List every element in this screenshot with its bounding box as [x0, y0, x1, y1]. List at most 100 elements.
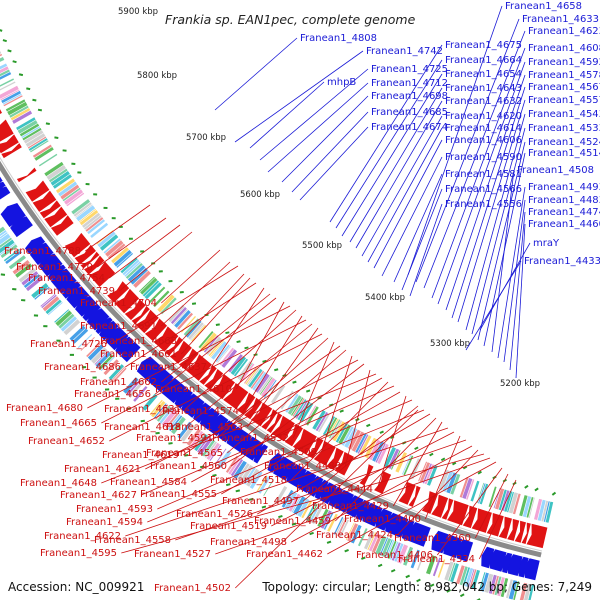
- feature-stripe: [259, 377, 273, 395]
- reverse-gene-label: Franean1_4686: [44, 362, 121, 373]
- cds-arrow: [16, 167, 37, 183]
- feature-stripe: [383, 446, 396, 468]
- gc-mark: [12, 60, 17, 64]
- feature-stripe: [312, 410, 326, 430]
- forward-leader-line: [329, 44, 443, 223]
- cds-arrow: [174, 388, 193, 409]
- scale-tick-label: 5500 kbp: [302, 241, 342, 251]
- forward-leader-line: [367, 127, 443, 263]
- gc-mark: [253, 353, 258, 357]
- feature-stripe: [508, 580, 518, 600]
- genome-title: Frankia sp. EAN1pec, complete genome: [165, 12, 416, 27]
- feature-stripe: [177, 421, 192, 439]
- cds-arrow: [326, 447, 344, 470]
- gc-mark: [414, 446, 419, 451]
- feature-stripe: [144, 282, 162, 300]
- scale-tick-label: 5900 kbp: [118, 7, 158, 17]
- reverse-leader-line: [335, 417, 437, 522]
- feature-stripe: [501, 490, 510, 511]
- feature-stripe: [381, 538, 392, 557]
- forward-leader-line: [393, 173, 443, 283]
- feature-stripe: [209, 444, 222, 461]
- feature-stripe: [339, 519, 349, 538]
- forward-cds-track: [0, 176, 540, 581]
- feature-stripe: [76, 205, 96, 222]
- feature-stripe: [492, 575, 499, 595]
- feature-stripe: [28, 138, 48, 151]
- feature-stripe: [168, 304, 185, 322]
- reverse-gene-label: Franean1_4488: [264, 461, 341, 472]
- feature-stripe: [167, 414, 181, 430]
- feature-stripe: [254, 373, 270, 393]
- feature-stripe: [470, 480, 480, 502]
- reverse-gene-label: Franean1_4739: [38, 286, 115, 297]
- feature-stripe: [379, 537, 389, 556]
- feature-stripe: [484, 573, 494, 593]
- feature-stripe: [87, 344, 104, 361]
- gc-mark: [344, 548, 349, 553]
- feature-stripe: [0, 78, 14, 87]
- feature-stripe: [107, 243, 126, 260]
- feature-stripe: [534, 498, 543, 520]
- feature-stripe: [215, 344, 230, 363]
- feature-stripe: [347, 523, 359, 542]
- scale-ticks: 5900 kbp 5800 kbp 5700 kbp 5600 kbp 5500 kbp…: [118, 7, 540, 389]
- feature-stripe: [71, 199, 91, 215]
- feature-stripe: [186, 320, 202, 338]
- feature-stripe: [305, 502, 316, 521]
- forward-leader-line: [491, 169, 515, 353]
- forward-leader-line: [381, 156, 443, 277]
- feature-stripe: [111, 366, 125, 382]
- forward-gene-label: Franean1_4608: [528, 43, 600, 54]
- feature-stripe: [2, 93, 22, 105]
- feature-stripe: [462, 567, 470, 586]
- feature-stripe: [233, 358, 248, 377]
- reverse-leader-line: [161, 261, 231, 327]
- cds-arrow: [253, 444, 268, 464]
- reverse-gene-label: Franean1_4680: [6, 403, 83, 414]
- reverse-gene-label: Franean1_4770: [16, 262, 93, 273]
- cds-arrow: [507, 518, 520, 541]
- forward-leader-line: [457, 99, 526, 323]
- feature-stripe: [355, 433, 367, 453]
- reverse-gene-label: Franean1_4560: [150, 461, 227, 472]
- feature-stripe: [228, 457, 241, 475]
- feature-stripe: [466, 479, 475, 500]
- forward-gene-label: Franean1_4654: [445, 69, 522, 80]
- reverse-leader-line: [392, 421, 443, 507]
- feature-stripe: [206, 442, 220, 460]
- reverse-gene-label: Franean1_4631: [104, 404, 181, 415]
- forward-gene-label: Franean1_4698: [371, 91, 448, 102]
- reverse-gene-label: Franean1_4563: [166, 422, 243, 433]
- feature-stripe: [21, 271, 39, 286]
- feature-stripe: [249, 471, 263, 489]
- feature-stripe: [403, 546, 414, 566]
- feature-stripe: [41, 294, 57, 309]
- gc-mark: [459, 593, 465, 598]
- feature-stripe: [245, 367, 259, 385]
- forward-gene-label: Franean1_4566: [445, 184, 522, 195]
- gc-mark: [416, 578, 421, 583]
- feature-stripe: [0, 89, 20, 101]
- cds-arrow: [62, 281, 81, 299]
- cds-arrow: [507, 554, 523, 576]
- feature-stripe: [359, 435, 372, 456]
- feature-stripe: [240, 363, 255, 382]
- feature-stripe: [371, 534, 383, 553]
- feature-stripe: [260, 377, 276, 397]
- reverse-gene-label: Franean1_4668: [100, 336, 177, 347]
- forward-leader-line: [373, 139, 443, 269]
- feature-stripe: [495, 488, 505, 510]
- cds-arrow: [148, 366, 174, 393]
- cds-arrow: [25, 236, 46, 254]
- feature-stripe: [64, 189, 83, 205]
- reverse-leader-line: [478, 479, 517, 560]
- cds-arrow: [407, 522, 431, 547]
- feature-stripe: [444, 561, 454, 581]
- feature-stripe: [391, 542, 401, 561]
- gc-mark: [390, 568, 396, 573]
- forward-gene-label: mhpB: [327, 77, 356, 88]
- feature-stripe: [0, 53, 3, 57]
- cds-arrow: [401, 519, 415, 541]
- gc-mark: [451, 461, 457, 466]
